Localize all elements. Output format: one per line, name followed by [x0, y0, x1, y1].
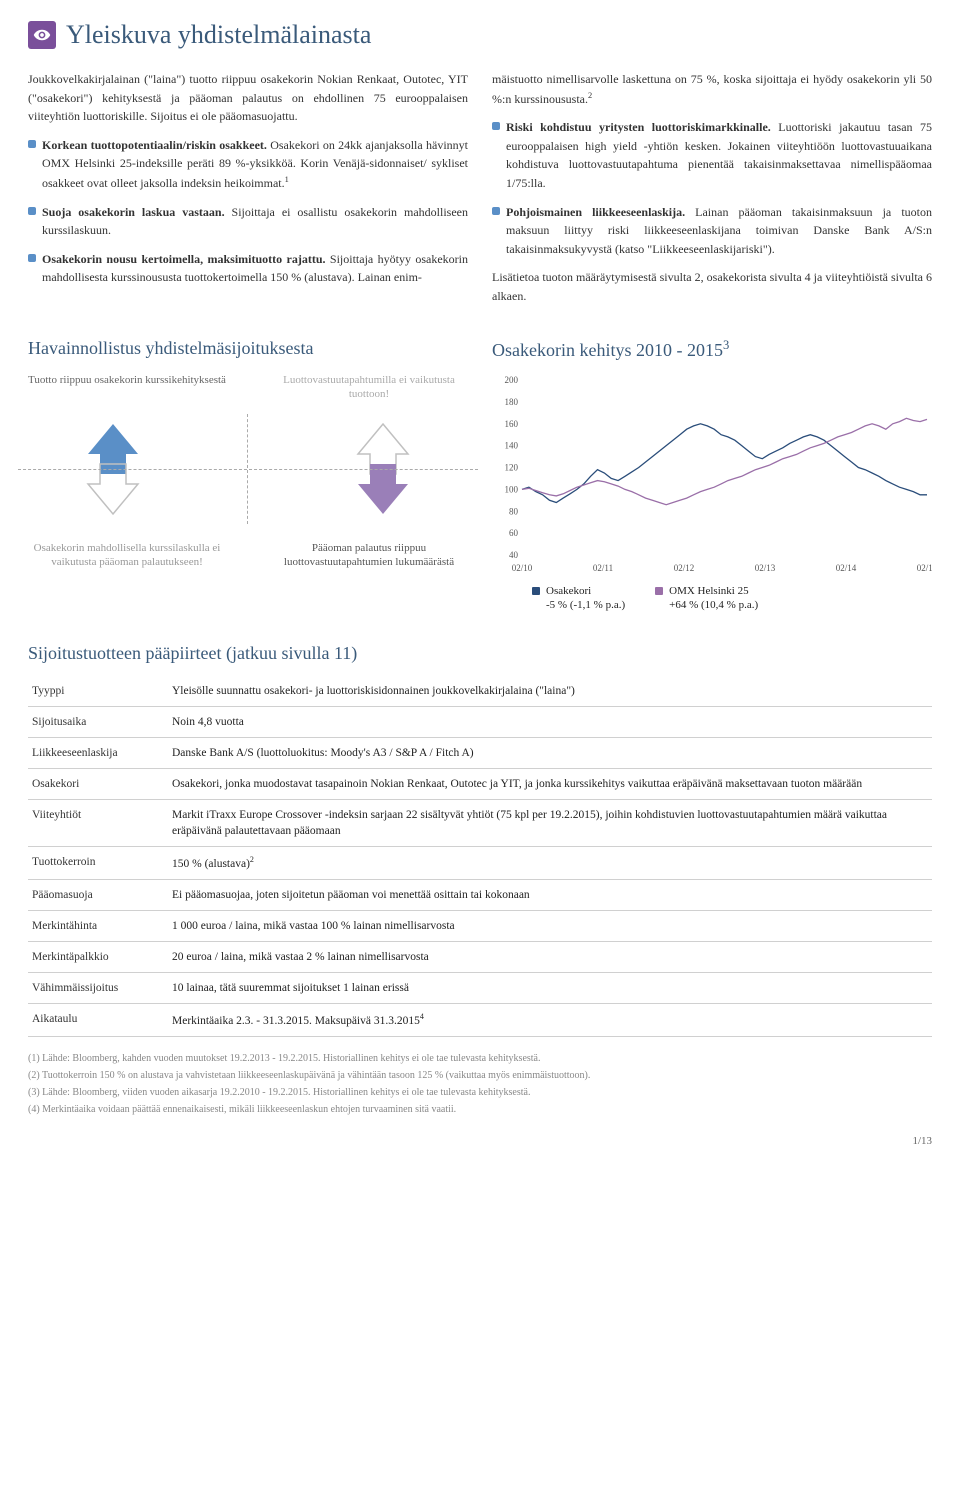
illus-label-tl: Tuotto riippuu osakekorin kurssikehityks… — [28, 373, 226, 402]
svg-text:02/12: 02/12 — [674, 563, 695, 573]
footnote: (2) Tuottokerroin 150 % on alustava ja v… — [28, 1068, 932, 1083]
feature-value: Ei pääomasuojaa, joten sijoitetun pääoma… — [168, 880, 932, 911]
table-row: OsakekoriOsakekori, jonka muodostavat ta… — [28, 768, 932, 799]
svg-text:100: 100 — [505, 484, 519, 494]
table-row: LiikkeeseenlaskijaDanske Bank A/S (luott… — [28, 737, 932, 768]
illustration-section: Havainnollistus yhdistelmäsijoituksesta … — [28, 338, 468, 615]
bullet-r2: Pohjoismainen liikkeeseenlaskija. Lainan… — [492, 203, 932, 259]
chart-legend: Osakekori-5 % (-1,1 % p.a.) OMX Helsinki… — [492, 584, 932, 613]
bullet-1: Korkean tuottopotentiaalin/riskin osakke… — [28, 136, 468, 193]
arrow-down-purple — [348, 419, 418, 519]
feature-value: 150 % (alustava)2 — [168, 847, 932, 880]
footnotes: (1) Lähde: Bloomberg, kahden vuoden muut… — [28, 1051, 932, 1117]
svg-text:40: 40 — [509, 550, 519, 560]
svg-text:200: 200 — [505, 375, 519, 385]
feature-key: Osakekori — [28, 768, 168, 799]
eye-icon — [28, 21, 56, 49]
feature-key: Aikataulu — [28, 1004, 168, 1037]
table-row: TyyppiYleisölle suunnattu osakekori- ja … — [28, 676, 932, 707]
feature-key: Liikkeeseenlaskija — [28, 737, 168, 768]
chart-section: Osakekorin kehitys 2010 - 20153 40 60 80 10… — [492, 338, 932, 615]
feature-value: Markit iTraxx Europe Crossover -indeksin… — [168, 799, 932, 846]
legend-1: Osakekori-5 % (-1,1 % p.a.) — [532, 584, 625, 613]
illus-title: Havainnollistus yhdistelmäsijoituksesta — [28, 338, 468, 359]
bullet-3: Osakekorin nousu kertoimella, maksimituo… — [28, 250, 468, 287]
table-row: Merkintäpalkkio20 euroa / laina, mikä va… — [28, 942, 932, 973]
svg-text:140: 140 — [505, 440, 519, 450]
table-row: SijoitusaikaNoin 4,8 vuotta — [28, 706, 932, 737]
feature-value: Yleisölle suunnattu osakekori- ja luotto… — [168, 676, 932, 707]
feature-value: 20 euroa / laina, mikä vastaa 2 % lainan… — [168, 942, 932, 973]
svg-text:02/13: 02/13 — [755, 563, 776, 573]
table-row: ViiteyhtiötMarkit iTraxx Europe Crossove… — [28, 799, 932, 846]
feature-value: 10 lainaa, tätä suuremmat sijoitukset 1 … — [168, 973, 932, 1004]
feature-key: Sijoitusaika — [28, 706, 168, 737]
footnote: (4) Merkintäaika voidaan päättää ennenai… — [28, 1102, 932, 1117]
feature-key: Merkintäpalkkio — [28, 942, 168, 973]
feature-key: Pääomasuoja — [28, 880, 168, 911]
left-column: Joukkovelkakirjalainan ("laina") tuotto … — [28, 70, 468, 316]
bullet-r1: Riski kohdistuu yritysten luottoriskimar… — [492, 118, 932, 192]
intro-columns: Joukkovelkakirjalainan ("laina") tuotto … — [28, 70, 932, 316]
svg-text:80: 80 — [509, 506, 519, 516]
svg-text:120: 120 — [505, 462, 519, 472]
legend-2: OMX Helsinki 25+64 % (10,4 % p.a.) — [655, 584, 758, 613]
features-table: TyyppiYleisölle suunnattu osakekori- ja … — [28, 676, 932, 1038]
feature-value: Merkintäaika 2.3. - 31.3.2015. Maksupäiv… — [168, 1004, 932, 1037]
right-column: mäistuotto nimellisarvolle laskettuna on… — [492, 70, 932, 316]
table-row: AikatauluMerkintäaika 2.3. - 31.3.2015. … — [28, 1004, 932, 1037]
svg-text:60: 60 — [509, 528, 519, 538]
feature-value: Danske Bank A/S (luottoluokitus: Moody's… — [168, 737, 932, 768]
feature-value: 1 000 euroa / laina, mikä vastaa 100 % l… — [168, 911, 932, 942]
svg-text:02/11: 02/11 — [593, 563, 613, 573]
illus-label-br: Pääoman palautus riippuu luottovastuutap… — [270, 541, 468, 570]
svg-text:180: 180 — [505, 396, 519, 406]
feature-value: Osakekori, jonka muodostavat tasapainoin… — [168, 768, 932, 799]
table-row: Vähimmäissijoitus10 lainaa, tätä suuremm… — [28, 973, 932, 1004]
feature-key: Viiteyhtiöt — [28, 799, 168, 846]
feature-key: Merkintähinta — [28, 911, 168, 942]
feature-value: Noin 4,8 vuotta — [168, 706, 932, 737]
feature-key: Vähimmäissijoitus — [28, 973, 168, 1004]
illus-label-tr: Luottovastuutapahtumilla ei vaikutusta t… — [270, 373, 468, 402]
line-chart: 40 60 80 100 120 140 160 180 200 02/10 02/11 02/12 0… — [492, 375, 932, 575]
page-title: Yleiskuva yhdistelmälainasta — [66, 20, 371, 50]
table-row: PääomasuojaEi pääomasuojaa, joten sijoit… — [28, 880, 932, 911]
footnote: (3) Lähde: Bloomberg, viiden vuoden aika… — [28, 1085, 932, 1100]
cont-text: mäistuotto nimellisarvolle laskettuna on… — [492, 70, 932, 108]
chart-title: Osakekorin kehitys 2010 - 20153 — [492, 338, 932, 361]
svg-text:02/14: 02/14 — [836, 563, 857, 573]
page-number: 1/13 — [28, 1135, 932, 1147]
svg-text:02/10: 02/10 — [512, 563, 533, 573]
arrows-row — [28, 409, 468, 529]
intro-text: Joukkovelkakirjalainan ("laina") tuotto … — [28, 70, 468, 126]
illus-label-bl: Osakekorin mahdollisella kurssilaskulla … — [28, 541, 226, 570]
feature-key: Tuottokerroin — [28, 847, 168, 880]
svg-text:160: 160 — [505, 418, 519, 428]
svg-text:02/15: 02/15 — [917, 563, 932, 573]
features-title: Sijoitustuotteen pääpiirteet (jatkuu siv… — [28, 643, 932, 664]
arrow-up-blue — [78, 419, 148, 519]
table-row: Merkintähinta1 000 euroa / laina, mikä v… — [28, 911, 932, 942]
feature-key: Tyyppi — [28, 676, 168, 707]
footnote: (1) Lähde: Bloomberg, kahden vuoden muut… — [28, 1051, 932, 1066]
bullet-2: Suoja osakekorin laskua vastaan. Sijoitt… — [28, 203, 468, 240]
info-text: Lisätietoa tuoton määräytymisestä sivult… — [492, 268, 932, 305]
table-row: Tuottokerroin150 % (alustava)2 — [28, 847, 932, 880]
